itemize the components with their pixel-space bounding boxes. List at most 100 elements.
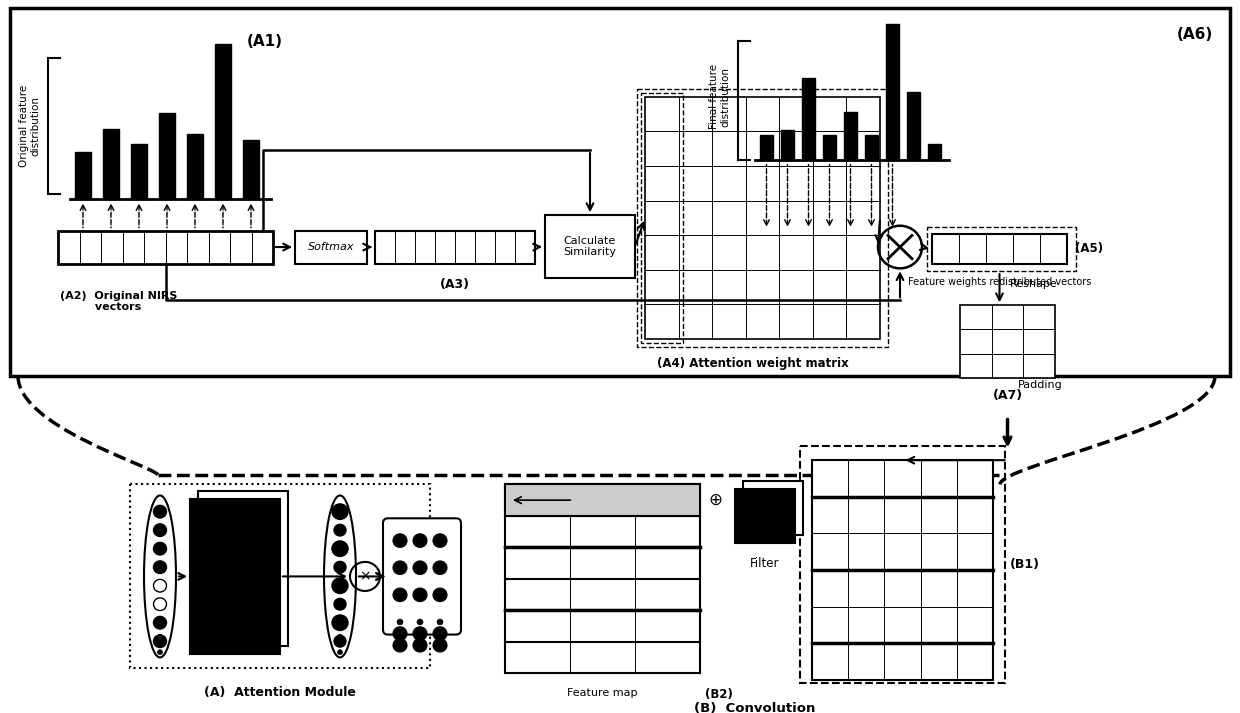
Bar	[505, 484, 701, 673]
Circle shape	[157, 635, 162, 639]
Bar	[960, 305, 1055, 378]
Circle shape	[157, 642, 162, 647]
Bar	[243, 140, 259, 199]
Text: Softmax: Softmax	[308, 242, 355, 252]
Text: ⊕: ⊕	[708, 491, 722, 509]
Text: Feature map: Feature map	[567, 688, 637, 698]
Circle shape	[413, 588, 427, 602]
Text: Calculate
Similarity: Calculate Similarity	[563, 236, 616, 257]
Bar	[823, 135, 836, 160]
Circle shape	[334, 524, 346, 536]
Text: (A)  Attention Module: (A) Attention Module	[205, 686, 356, 699]
Bar	[887, 24, 899, 160]
Text: (B)  Convolution: (B) Convolution	[694, 702, 816, 713]
Text: ×: ×	[360, 570, 371, 583]
Text: Filter: Filter	[750, 557, 780, 570]
Bar	[812, 460, 993, 680]
Bar	[928, 143, 941, 160]
Circle shape	[393, 627, 407, 640]
Bar	[546, 215, 635, 278]
Circle shape	[154, 524, 166, 536]
Bar	[159, 113, 175, 199]
Text: (A6): (A6)	[1177, 27, 1213, 42]
Bar	[187, 133, 203, 199]
Circle shape	[413, 561, 427, 575]
Bar	[743, 481, 804, 535]
Circle shape	[337, 650, 342, 655]
Bar	[130, 484, 430, 669]
Circle shape	[157, 650, 162, 655]
Circle shape	[154, 635, 166, 647]
Bar	[802, 78, 815, 160]
Bar	[641, 93, 682, 343]
Circle shape	[433, 534, 446, 548]
Circle shape	[154, 561, 166, 573]
Bar	[505, 484, 701, 516]
Text: (A4) Attention weight matrix: (A4) Attention weight matrix	[657, 356, 848, 369]
Circle shape	[393, 561, 407, 575]
Bar	[58, 230, 273, 264]
Circle shape	[433, 588, 446, 602]
Text: (A5): (A5)	[1075, 242, 1104, 255]
Bar	[735, 489, 795, 543]
Bar	[637, 89, 888, 347]
Bar	[932, 235, 1066, 264]
Bar	[781, 130, 794, 160]
Bar	[103, 129, 119, 199]
Text: (A1): (A1)	[247, 34, 283, 49]
Text: (A3): (A3)	[440, 278, 470, 291]
Circle shape	[433, 561, 446, 575]
Bar	[295, 230, 367, 264]
Bar	[844, 113, 857, 160]
Circle shape	[334, 561, 346, 573]
Circle shape	[393, 638, 407, 652]
Bar	[131, 144, 148, 199]
Bar	[928, 227, 1076, 271]
Text: (B1): (B1)	[1011, 558, 1040, 571]
Bar	[10, 8, 1230, 376]
Bar	[374, 230, 534, 264]
Circle shape	[393, 534, 407, 548]
Text: Original feature
distribution: Original feature distribution	[19, 85, 41, 167]
Bar	[760, 135, 773, 160]
Bar	[74, 152, 91, 199]
Circle shape	[334, 635, 346, 647]
Circle shape	[433, 638, 446, 652]
Circle shape	[154, 506, 166, 518]
FancyBboxPatch shape	[383, 518, 461, 635]
Circle shape	[334, 598, 346, 610]
Circle shape	[417, 619, 423, 625]
Text: (A7): (A7)	[992, 389, 1023, 402]
Bar	[198, 491, 288, 646]
Circle shape	[337, 642, 342, 647]
Circle shape	[433, 627, 446, 640]
Circle shape	[154, 543, 166, 555]
Circle shape	[332, 578, 348, 593]
Bar	[215, 43, 231, 199]
Bar	[190, 499, 280, 654]
Circle shape	[436, 619, 443, 625]
Text: Final feature
distribution: Final feature distribution	[709, 64, 730, 130]
Bar	[645, 97, 880, 339]
Circle shape	[154, 598, 166, 610]
Circle shape	[332, 504, 348, 519]
Text: Reshape: Reshape	[1009, 279, 1058, 289]
Ellipse shape	[324, 496, 356, 657]
Circle shape	[397, 619, 403, 625]
Circle shape	[332, 541, 348, 556]
Text: (B2): (B2)	[706, 688, 733, 701]
Circle shape	[393, 588, 407, 602]
Circle shape	[337, 635, 342, 639]
Circle shape	[413, 627, 427, 640]
Circle shape	[413, 534, 427, 548]
Bar	[866, 135, 878, 160]
Text: Feature weights redistributed vectors: Feature weights redistributed vectors	[908, 277, 1091, 287]
Ellipse shape	[144, 496, 176, 657]
Circle shape	[413, 638, 427, 652]
Circle shape	[154, 617, 166, 629]
Circle shape	[332, 615, 348, 630]
Bar	[906, 92, 920, 160]
Text: Padding: Padding	[1018, 380, 1063, 390]
Circle shape	[154, 580, 166, 592]
Text: (A2)  Original NIRS
         vectors: (A2) Original NIRS vectors	[60, 291, 177, 312]
